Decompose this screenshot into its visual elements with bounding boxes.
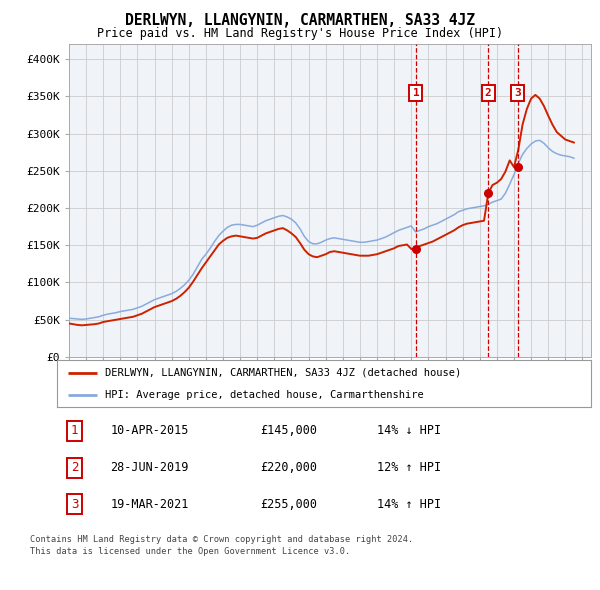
Text: DERLWYN, LLANGYNIN, CARMARTHEN, SA33 4JZ (detached house): DERLWYN, LLANGYNIN, CARMARTHEN, SA33 4JZ…	[105, 368, 461, 378]
Text: £145,000: £145,000	[260, 424, 317, 437]
Text: 3: 3	[71, 498, 79, 511]
Text: 12% ↑ HPI: 12% ↑ HPI	[377, 461, 442, 474]
Text: Price paid vs. HM Land Registry's House Price Index (HPI): Price paid vs. HM Land Registry's House …	[97, 27, 503, 40]
Text: £220,000: £220,000	[260, 461, 317, 474]
Text: Contains HM Land Registry data © Crown copyright and database right 2024.: Contains HM Land Registry data © Crown c…	[30, 535, 413, 545]
Text: HPI: Average price, detached house, Carmarthenshire: HPI: Average price, detached house, Carm…	[105, 391, 424, 400]
Text: 2: 2	[485, 88, 491, 97]
Text: 2: 2	[71, 461, 79, 474]
Text: 1: 1	[71, 424, 79, 437]
Text: 3: 3	[514, 88, 521, 97]
Text: £255,000: £255,000	[260, 498, 317, 511]
Text: 28-JUN-2019: 28-JUN-2019	[110, 461, 189, 474]
Text: 14% ↓ HPI: 14% ↓ HPI	[377, 424, 442, 437]
Text: DERLWYN, LLANGYNIN, CARMARTHEN, SA33 4JZ: DERLWYN, LLANGYNIN, CARMARTHEN, SA33 4JZ	[125, 13, 475, 28]
Text: 1: 1	[413, 88, 419, 97]
Text: 10-APR-2015: 10-APR-2015	[110, 424, 189, 437]
Text: 14% ↑ HPI: 14% ↑ HPI	[377, 498, 442, 511]
Text: This data is licensed under the Open Government Licence v3.0.: This data is licensed under the Open Gov…	[30, 547, 350, 556]
Text: 19-MAR-2021: 19-MAR-2021	[110, 498, 189, 511]
